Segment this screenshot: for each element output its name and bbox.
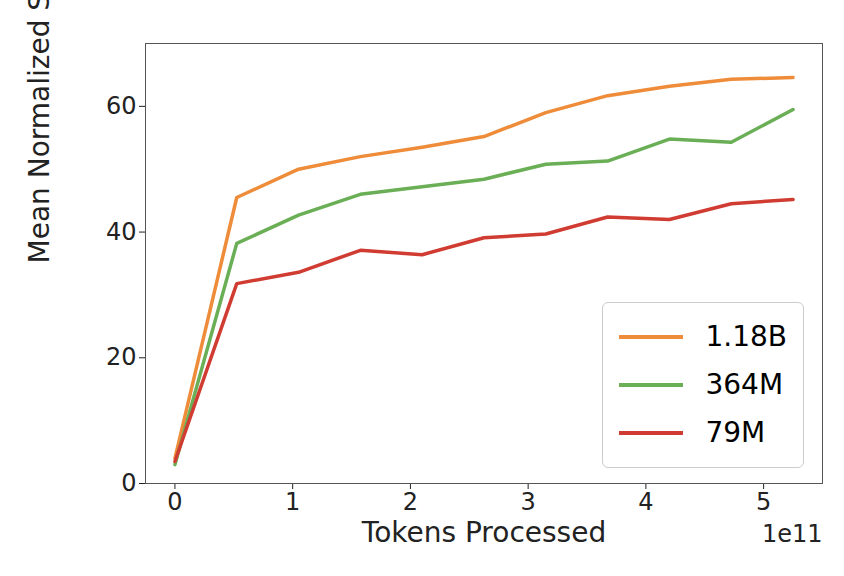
html-text:364M: 364M [705, 368, 783, 401]
html-text:79M: 79M [705, 416, 766, 449]
svg-text:0: 0 [121, 469, 136, 497]
svg-text:40: 40 [106, 218, 137, 246]
svg-text:1: 1 [285, 488, 300, 516]
svg-text:2: 2 [403, 488, 418, 516]
svg-text:60: 60 [106, 92, 137, 120]
svg-text:5: 5 [756, 488, 771, 516]
svg-text:0: 0 [167, 488, 182, 516]
html-text:1.18B: 1.18B [705, 320, 787, 353]
svg-text:4: 4 [638, 488, 653, 516]
svg-text:Mean Normalized Score (%): Mean Normalized Score (%) [23, 0, 56, 264]
svg-text:20: 20 [106, 343, 137, 371]
svg-text:1e11: 1e11 [762, 520, 823, 548]
svg-text:3: 3 [521, 488, 536, 516]
svg-text:Tokens Processed: Tokens Processed [361, 516, 606, 549]
